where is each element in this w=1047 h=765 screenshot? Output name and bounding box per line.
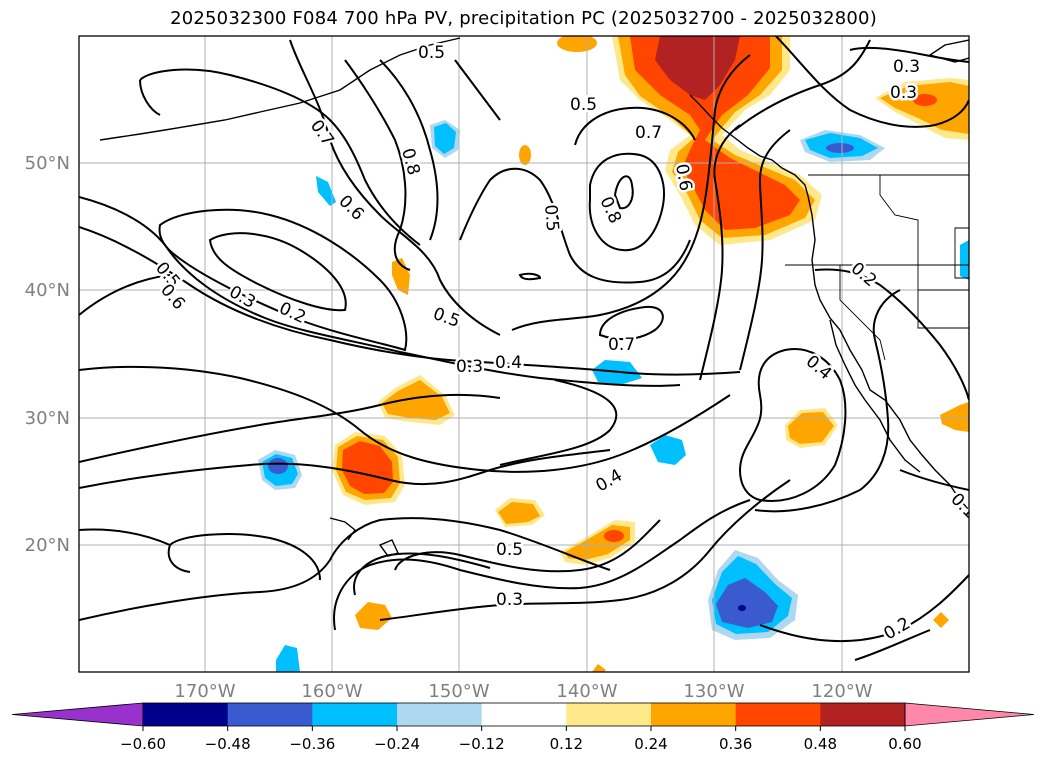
lat-label: 30°N (25, 408, 70, 429)
lat-label: 50°N (25, 153, 70, 174)
colorbar-tick-label: −0.12 (459, 735, 505, 753)
colorbar-extend-min (11, 702, 144, 727)
colorbar-segment (397, 703, 483, 726)
colorbar-segment (481, 703, 567, 726)
lon-label: 170°W (174, 681, 235, 702)
lon-label: 140°W (556, 681, 617, 702)
lon-label: 120°W (811, 681, 872, 702)
colorbar-tick-label: −0.24 (374, 735, 420, 753)
contour-label: 0.3 (496, 590, 523, 610)
colorbar-tick-label: −0.48 (205, 735, 251, 753)
graticule (79, 36, 969, 672)
lon-label: 150°W (428, 681, 489, 702)
lat-label: 20°N (25, 535, 70, 556)
colorbar-tick-label: 0.36 (719, 735, 752, 753)
colorbar-tick-label: 0.24 (634, 735, 667, 753)
contour-label: 0.4 (495, 353, 522, 373)
map-title: 2025032300 F084 700 hPa PV, precipitatio… (170, 8, 877, 29)
precip-shading (258, 36, 969, 672)
contour-label: 0.5 (496, 540, 523, 560)
colorbar-segment (651, 703, 737, 726)
colorbar-segment (312, 703, 398, 726)
contour-label: 0.5 (540, 204, 562, 233)
colorbar-tick-label: 0.60 (888, 735, 921, 753)
contour-label: 0.3 (890, 83, 917, 103)
colorbar-segment (735, 703, 821, 726)
lon-label: 130°W (683, 681, 744, 702)
contour-label: 0.5 (570, 95, 597, 115)
contour-label: 0.5 (418, 43, 445, 63)
colorbar-tick-label: 0.12 (550, 735, 583, 753)
political-borders (785, 174, 969, 361)
colorbar-tick-label: −0.60 (120, 735, 166, 753)
colorbar-segment (227, 703, 313, 726)
lon-label: 160°W (301, 681, 362, 702)
contour-label: 0.3 (456, 357, 483, 377)
latitude-labels: 50°N 40°N 30°N 20°N (25, 153, 70, 556)
colorbar-tick-label: −0.36 (289, 735, 335, 753)
map-frame (78, 35, 970, 673)
colorbar-frame (142, 702, 906, 727)
lat-label: 40°N (25, 280, 70, 301)
colorbar-segment (566, 703, 652, 726)
pv-contours (79, 36, 969, 661)
map-plot-area: 0.5 0.3 0.7 0.8 0.5 0.6 0.8 0.5 0.7 0.6 … (79, 36, 969, 672)
longitude-labels: 170°W 160°W 150°W 140°W 130°W 120°W (174, 681, 872, 702)
colorbar-extend-max (904, 702, 1035, 727)
colorbar: −0.60 −0.48 −0.36 −0.24 −0.12 0.12 0.24 0.36 0.4… (11, 702, 1035, 753)
colorbar-tick-label: 0.48 (804, 735, 837, 753)
colorbar-segment (143, 703, 229, 726)
contour-label: 0.3 (893, 57, 920, 77)
contour-label: 0.7 (608, 335, 635, 355)
colorbar-segment (820, 703, 906, 726)
contour-label: 0.7 (635, 123, 662, 143)
